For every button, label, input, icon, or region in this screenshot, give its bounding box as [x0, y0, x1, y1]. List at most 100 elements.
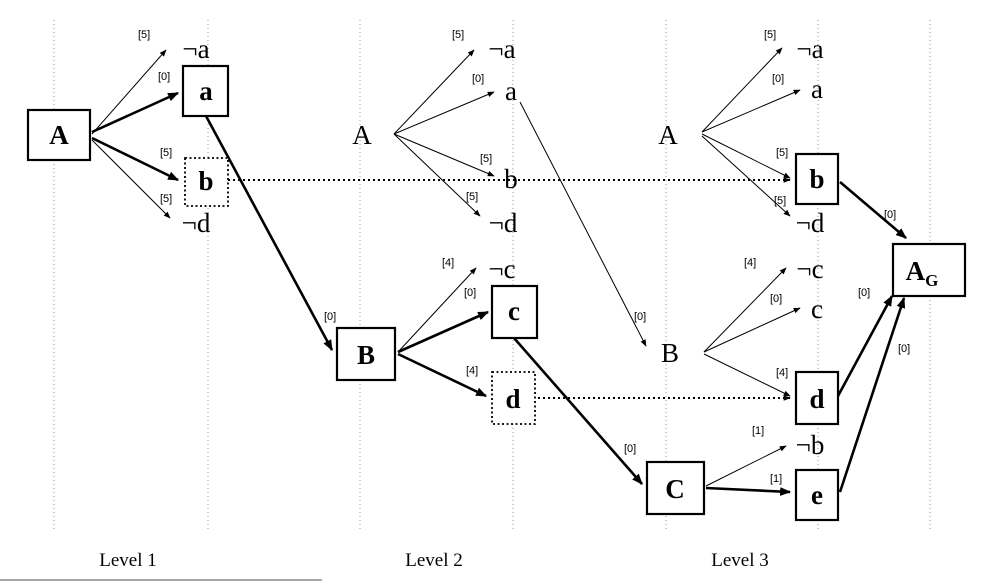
- node-boxes: [26, 64, 967, 522]
- weight-A3-b3: [5]: [776, 147, 788, 159]
- weight-A1-a1: [0]: [158, 71, 170, 83]
- edge-B2-d2: [397, 352, 487, 398]
- weight-c2-C3: [0]: [624, 443, 636, 455]
- edge-A1-a1: [91, 91, 180, 134]
- node-na3: ¬a: [796, 34, 823, 64]
- node-a2: a: [505, 76, 517, 106]
- weight-C3-nb3: [1]: [752, 425, 764, 437]
- node-box-b3: [794, 152, 840, 206]
- node-nd2: ¬d: [489, 208, 518, 238]
- weight-B3-nc3: [4]: [744, 257, 756, 269]
- node-nd1: ¬d: [182, 208, 211, 238]
- node-A1: A: [49, 120, 69, 150]
- weight-A1-b1: [5]: [160, 147, 172, 159]
- node-na1: ¬a: [182, 34, 209, 64]
- node-e3: e: [811, 480, 823, 510]
- edge-b3-AG: [839, 181, 907, 239]
- node-a1: a: [199, 76, 213, 106]
- node-c2: c: [508, 296, 520, 326]
- node-AG: AG: [906, 256, 939, 290]
- edge-c2-C3: [513, 337, 643, 485]
- node-na2: ¬a: [488, 34, 515, 64]
- node-box-AG: [891, 242, 967, 298]
- node-box-d3: [794, 370, 840, 426]
- edge-A3-na3: [701, 47, 783, 133]
- node-C3: C: [665, 474, 685, 504]
- edge-A3-nd3: [701, 135, 791, 217]
- weight-A2-a2: [0]: [472, 73, 484, 85]
- node-A3: A: [658, 120, 678, 150]
- edge-A2-b2: [393, 133, 495, 177]
- weight-C3-e3: [1]: [770, 473, 782, 485]
- weight-A1-na1: [5]: [138, 29, 150, 41]
- weight-B2-d2: [4]: [466, 365, 478, 377]
- node-a3: a: [811, 74, 823, 104]
- node-box-e3: [794, 468, 840, 522]
- level-label-1: Level 1: [99, 550, 157, 571]
- node-labels: A ¬a a b ¬d A ¬a a b ¬d B ¬c c d A ¬a a …: [49, 34, 938, 510]
- edge-A2-a2: [393, 91, 495, 135]
- edge-B3-c3: [703, 307, 801, 353]
- edge-A3-a3: [701, 89, 801, 133]
- weight-A3-a3: [0]: [772, 73, 784, 85]
- node-b1: b: [198, 166, 213, 196]
- weight-a2-B3: [0]: [634, 311, 646, 323]
- edge-A1-b1: [91, 136, 179, 182]
- weight-B2-nc2: [4]: [442, 257, 454, 269]
- node-d2: d: [505, 384, 520, 414]
- node-B3: B: [661, 338, 679, 368]
- node-box-A1: [26, 108, 92, 162]
- weight-A2-b2: [5]: [480, 153, 492, 165]
- node-box-B2: [335, 326, 397, 382]
- level-labels: Level 1 Level 2 Level 3: [99, 550, 769, 571]
- node-AG-main: A: [906, 256, 926, 286]
- weight-A2-na2: [5]: [452, 29, 464, 41]
- edge-C3-nb3: [705, 445, 787, 487]
- edge-A1-na1: [91, 49, 167, 135]
- node-box-c2: [490, 284, 539, 340]
- level3-edges: [701, 47, 907, 496]
- node-nc2: ¬c: [488, 254, 515, 284]
- edge-A2-na2: [393, 49, 475, 135]
- node-box-d2-dotted: [491, 371, 536, 425]
- node-box-C3: [645, 460, 706, 516]
- edge-weights: [5] [0] [5] [5] [5] [0] [5] [5] [5] [0] …: [138, 29, 910, 485]
- node-B2: B: [357, 340, 375, 370]
- weight-a1-B2: [0]: [324, 311, 336, 323]
- weight-A3-na3: [5]: [764, 29, 776, 41]
- weight-e3-AG: [0]: [898, 343, 910, 355]
- edge-B3-nc3: [703, 267, 787, 353]
- weight-d3-AG: [0]: [858, 287, 870, 299]
- weight-B3-d3: [4]: [776, 367, 788, 379]
- weight-A2-nd2: [5]: [466, 191, 478, 203]
- edge-B2-nc2: [397, 267, 477, 353]
- edge-C3-e3: [705, 486, 792, 496]
- node-A2: A: [352, 120, 372, 150]
- weight-B2-c2: [0]: [464, 287, 476, 299]
- edge-a2-B3: [519, 101, 647, 347]
- node-nb3: ¬b: [796, 430, 825, 460]
- edge-B2-c2: [397, 310, 490, 354]
- edge-a1-B2: [204, 115, 334, 351]
- node-box-a1: [181, 64, 230, 118]
- level-label-2: Level 2: [405, 550, 463, 571]
- node-nc3: ¬c: [796, 254, 823, 284]
- node-d3: d: [809, 384, 824, 414]
- edge-e3-AG: [838, 296, 906, 493]
- edge-A3-b3: [701, 133, 791, 179]
- node-box-b1-dotted: [184, 157, 229, 207]
- edge-A2-nd2: [393, 133, 481, 217]
- weight-A1-nd1: [5]: [160, 193, 172, 205]
- level-label-3: Level 3: [711, 550, 769, 571]
- level2-edges: [393, 49, 647, 485]
- level1-edges: [91, 49, 334, 351]
- node-b3: b: [809, 164, 824, 194]
- node-nd3: ¬d: [796, 208, 825, 238]
- node-c3: c: [811, 294, 823, 324]
- node-AG-sub: G: [925, 271, 938, 290]
- edge-A1-nd1: [91, 139, 171, 219]
- weight-A3-nd3: [5]: [774, 195, 786, 207]
- weight-b3-AG: [0]: [884, 209, 896, 221]
- edge-B3-d3: [703, 353, 791, 397]
